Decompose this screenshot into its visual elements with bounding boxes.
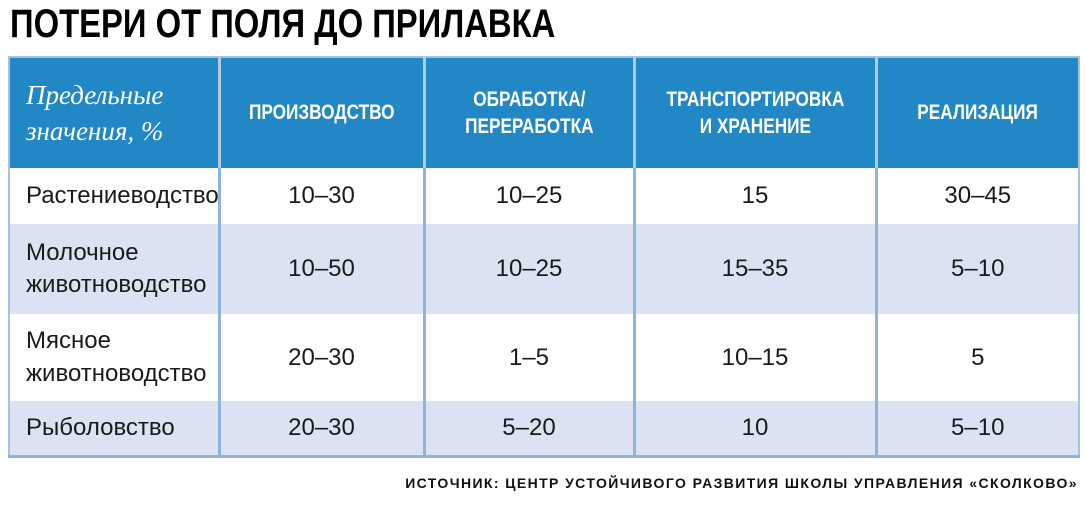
table-row-fishery: Рыболовство 20–30 5–20 10 5–10 — [9, 401, 1079, 456]
infographic-page: ПОТЕРИ ОТ ПОЛЯ ДО ПРИЛАВКА Предельные зн… — [8, 4, 1080, 491]
losses-table: Предельные значения, % ПРОИЗВОДСТВО ОБРА… — [8, 56, 1080, 458]
source-note: ИСТОЧНИК: ЦЕНТР УСТОЙЧИВОГО РАЗВИТИЯ ШКО… — [405, 474, 1078, 491]
page-title-text: ПОТЕРИ ОТ ПОЛЯ ДО ПРИЛАВКА — [10, 2, 556, 46]
row-label-crop-farming: Растениеводство — [26, 181, 219, 209]
value-cell: 5–10 — [874, 224, 1079, 314]
value-cell: 30–45 — [874, 168, 1079, 224]
column-header-processing: ОБРАБОТКА/ ПЕРЕРАБОТКА — [422, 57, 634, 168]
value-cell: 5 — [874, 314, 1079, 401]
value-cell: 10 — [632, 401, 876, 456]
value-cell: 10–15 — [632, 314, 876, 401]
value-cell: 1–5 — [422, 314, 634, 401]
column-header-production: ПРОИЗВОДСТВО — [217, 57, 424, 168]
table-row-meat-farming: Мясное животноводство 20–30 1–5 10–15 5 — [9, 314, 1079, 401]
column-header-retail: РЕАЛИЗАЦИЯ — [874, 57, 1079, 168]
page-title: ПОТЕРИ ОТ ПОЛЯ ДО ПРИЛАВКА — [10, 4, 1078, 44]
table-row-crop-farming: Растениеводство 10–30 10–25 15 30–45 — [9, 168, 1079, 224]
value-cell: 10–25 — [422, 168, 634, 224]
column-header-transport-storage-label: ТРАНСПОРТИРОВКА И ХРАНЕНИЕ — [666, 87, 844, 138]
value-cell: 20–30 — [217, 314, 424, 401]
column-header-processing-label: ОБРАБОТКА/ ПЕРЕРАБОТКА — [464, 87, 594, 138]
column-header-production-label: ПРОИЗВОДСТВО — [248, 101, 395, 125]
row-label-dairy-farming: Молочное животноводство — [9, 224, 219, 314]
table-header: Предельные значения, % ПРОИЗВОДСТВО ОБРА… — [9, 57, 1079, 168]
column-header-retail-label: РЕАЛИЗАЦИЯ — [917, 101, 1039, 125]
corner-header: Предельные значения, % — [9, 57, 219, 168]
table-row-dairy-farming: Молочное животноводство 10–50 10–25 15–3… — [9, 224, 1079, 314]
value-cell: 10–50 — [217, 224, 424, 314]
value-cell: 15–35 — [632, 224, 876, 314]
value-cell: 20–30 — [217, 401, 424, 456]
value-cell: 10–30 — [217, 168, 424, 224]
column-header-transport-storage: ТРАНСПОРТИРОВКА И ХРАНЕНИЕ — [632, 57, 876, 168]
header-row: Предельные значения, % ПРОИЗВОДСТВО ОБРА… — [9, 57, 1079, 168]
value-cell: 15 — [632, 168, 876, 224]
row-label-meat-farming: Мясное животноводство — [26, 327, 207, 387]
value-cell: 10–25 — [422, 224, 634, 314]
value-cell: 5–10 — [874, 401, 1079, 456]
value-cell: 5–20 — [422, 401, 634, 456]
row-label-fishery: Рыболовство — [9, 401, 219, 456]
table-body: Растениеводство 10–30 10–25 15 30–45 Мол… — [9, 168, 1079, 456]
